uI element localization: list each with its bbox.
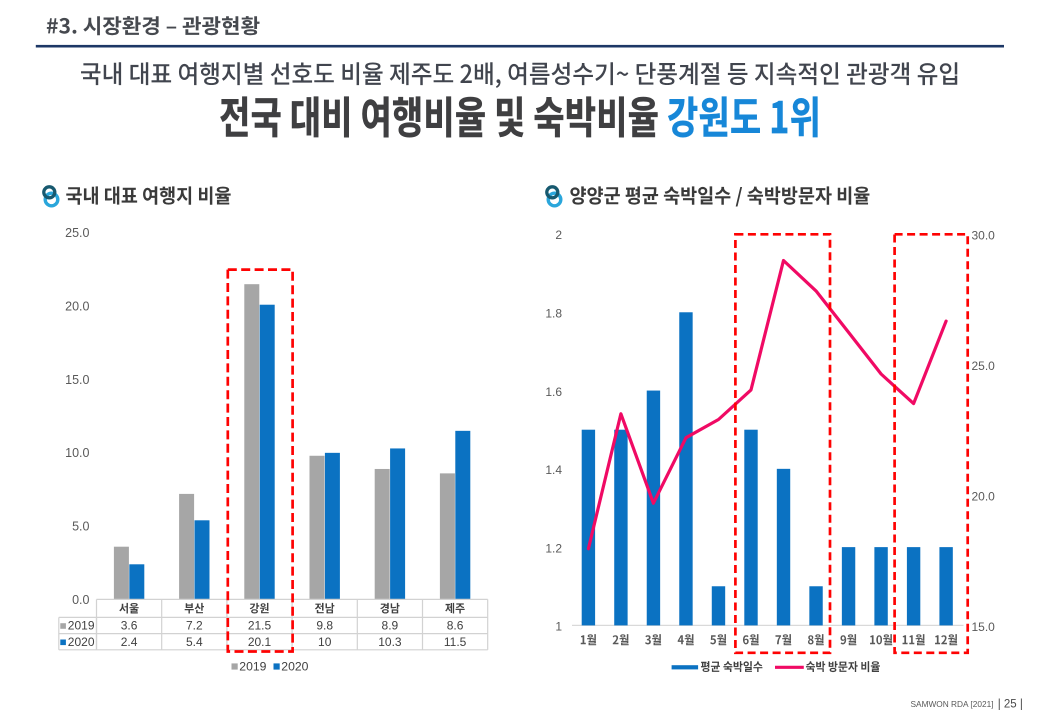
svg-text:25.0: 25.0: [972, 359, 996, 373]
svg-text:0.0: 0.0: [72, 593, 89, 607]
svg-text:5.0: 5.0: [72, 520, 89, 534]
svg-text:20.0: 20.0: [65, 300, 89, 314]
svg-text:SAMWON RDA [2021]: SAMWON RDA [2021]: [911, 699, 994, 709]
svg-text:21.5: 21.5: [248, 619, 272, 633]
svg-text:1.8: 1.8: [545, 307, 562, 321]
svg-text:11.5: 11.5: [444, 635, 467, 649]
svg-text:1.6: 1.6: [545, 385, 562, 399]
svg-text:2020: 2020: [281, 660, 308, 674]
svg-text:2020: 2020: [68, 635, 95, 649]
svg-text:2019: 2019: [239, 660, 266, 674]
svg-text:15.0: 15.0: [65, 373, 89, 387]
svg-text:1.2: 1.2: [545, 541, 562, 555]
svg-text:20.0: 20.0: [972, 489, 996, 503]
svg-text:10: 10: [318, 635, 332, 649]
svg-text:1: 1: [555, 620, 562, 634]
svg-text:8.6: 8.6: [447, 619, 464, 633]
svg-text:5.4: 5.4: [186, 635, 203, 649]
svg-text:3.6: 3.6: [121, 619, 138, 633]
svg-text:1.4: 1.4: [545, 463, 562, 477]
svg-text:10.3: 10.3: [378, 635, 402, 649]
svg-text:9.8: 9.8: [316, 619, 333, 633]
svg-text:7.2: 7.2: [186, 619, 203, 633]
svg-text:2.4: 2.4: [121, 635, 138, 649]
svg-text:10.0: 10.0: [65, 446, 89, 460]
svg-text:8.9: 8.9: [382, 619, 399, 633]
svg-text:2019: 2019: [68, 619, 95, 633]
svg-text:2: 2: [555, 228, 562, 242]
svg-text:30.0: 30.0: [972, 228, 996, 242]
svg-text:| 25 |: | 25 |: [998, 699, 1023, 711]
svg-text:20.1: 20.1: [248, 635, 272, 649]
svg-text:15.0: 15.0: [972, 620, 996, 634]
svg-text:25.0: 25.0: [65, 226, 89, 240]
